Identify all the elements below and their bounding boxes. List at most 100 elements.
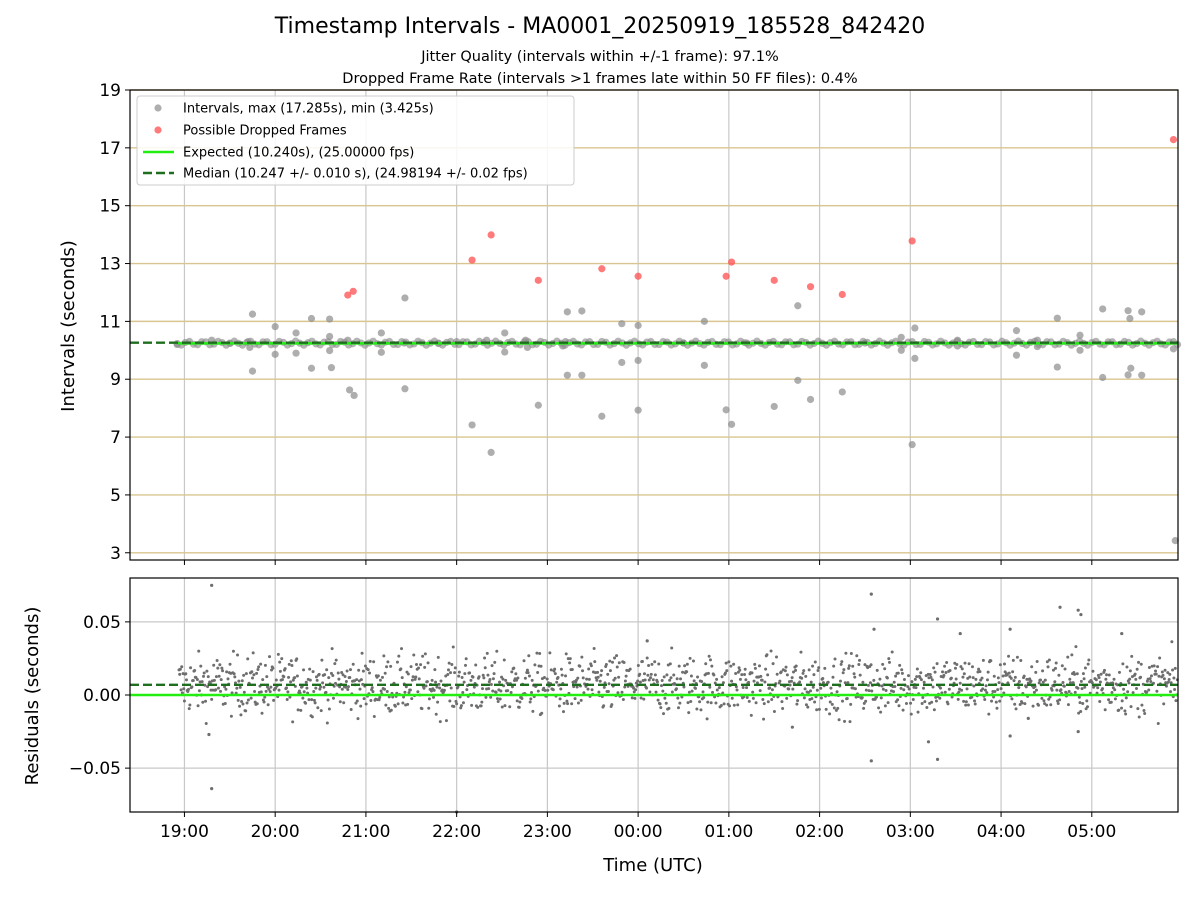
residual-point xyxy=(407,691,411,695)
residual-point xyxy=(690,689,694,693)
residual-point xyxy=(817,707,821,711)
residual-point xyxy=(257,665,261,669)
residual-point xyxy=(771,662,775,666)
residual-point xyxy=(656,698,660,702)
residual-point xyxy=(689,699,693,703)
residual-point xyxy=(310,715,314,719)
residual-point xyxy=(444,719,448,723)
residual-point xyxy=(847,666,851,670)
residual-point xyxy=(694,686,698,690)
interval-point xyxy=(1169,345,1178,353)
interval-point xyxy=(326,315,334,323)
residual-point xyxy=(1128,677,1132,681)
residual-point xyxy=(704,662,708,666)
residual-point xyxy=(1086,662,1090,666)
residual-point xyxy=(899,686,903,690)
residual-point xyxy=(743,667,747,671)
x-tick-label: 05:00 xyxy=(1067,822,1116,842)
residual-point xyxy=(570,667,574,671)
residual-point xyxy=(423,652,427,656)
residual-point xyxy=(359,704,363,708)
residual-point xyxy=(714,701,718,705)
interval-point xyxy=(350,391,358,400)
interval-point xyxy=(1099,305,1107,313)
residual-point xyxy=(914,686,918,690)
residual-point xyxy=(981,687,985,691)
residual-point xyxy=(600,669,604,673)
residual-point xyxy=(960,667,964,671)
residual-point xyxy=(806,690,810,694)
residual-point xyxy=(802,696,806,700)
residual-point xyxy=(226,677,230,681)
residual-point xyxy=(711,690,715,694)
residual-point xyxy=(218,663,222,667)
residual-point xyxy=(794,664,798,668)
residual-point xyxy=(536,671,540,675)
residual-point xyxy=(493,660,497,664)
residual-point xyxy=(990,699,994,703)
residual-point xyxy=(201,700,205,704)
residual-point xyxy=(197,649,201,653)
residual-point xyxy=(931,685,935,689)
residual-point xyxy=(648,690,652,694)
residual-point xyxy=(410,678,414,682)
residual-point xyxy=(301,696,305,700)
intervals-y-tick-label: 9 xyxy=(110,370,121,390)
residual-point xyxy=(197,689,201,693)
residual-point xyxy=(346,685,350,689)
residual-point xyxy=(251,651,255,655)
residual-point xyxy=(502,658,506,662)
residual-point xyxy=(341,673,345,677)
residual-point xyxy=(579,698,583,702)
residual-point xyxy=(815,688,819,692)
residual-point xyxy=(244,709,248,713)
residual-point xyxy=(1117,670,1121,674)
residual-point xyxy=(940,691,944,695)
residual-point xyxy=(430,678,434,682)
residual-point xyxy=(848,720,852,724)
residual-point xyxy=(274,678,278,682)
residual-point xyxy=(212,663,216,667)
residual-point xyxy=(456,685,460,689)
residual-point xyxy=(315,678,319,682)
residual-point xyxy=(749,713,753,717)
residual-point xyxy=(892,680,896,684)
residual-point xyxy=(966,703,970,707)
residual-point xyxy=(707,654,711,658)
residual-point xyxy=(586,687,590,691)
residual-point xyxy=(1122,687,1126,691)
residual-point xyxy=(446,673,450,677)
interval-point xyxy=(248,310,257,318)
interval-point xyxy=(248,367,257,375)
residual-point xyxy=(831,675,835,679)
residual-point xyxy=(504,678,508,682)
residual-point xyxy=(1030,665,1034,669)
residual-point xyxy=(1055,688,1059,692)
residual-point xyxy=(289,680,293,684)
residual-point xyxy=(597,690,601,694)
residual-point xyxy=(1068,681,1072,685)
residual-point xyxy=(887,660,891,664)
interval-point xyxy=(1053,314,1061,322)
residual-point xyxy=(709,701,713,705)
residual-point xyxy=(698,700,702,704)
interval-point xyxy=(838,388,846,396)
residual-point xyxy=(220,666,224,670)
residual-point xyxy=(901,708,905,712)
residual-point xyxy=(840,660,844,664)
residual-point xyxy=(1045,660,1049,664)
residual-point xyxy=(573,697,577,701)
residual-point xyxy=(1011,658,1015,662)
residual-point xyxy=(752,679,756,683)
residual-point xyxy=(364,702,368,706)
residual-point xyxy=(935,662,939,666)
residual-point xyxy=(706,700,710,704)
residual-point xyxy=(255,702,259,706)
residual-point xyxy=(539,664,543,668)
residual-point xyxy=(528,700,532,704)
residual-point xyxy=(858,673,862,677)
residual-point xyxy=(551,688,555,692)
residual-point xyxy=(278,660,282,664)
x-tick-label: 00:00 xyxy=(614,822,663,842)
residual-point xyxy=(943,664,947,668)
